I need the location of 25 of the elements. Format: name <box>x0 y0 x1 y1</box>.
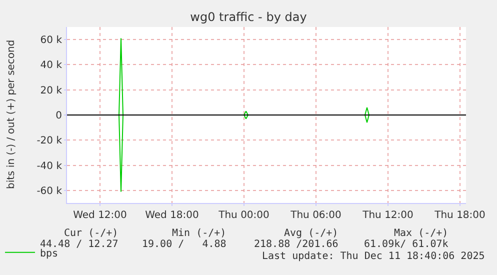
y-axis-title: bits in (-) / out (+) per second <box>6 40 17 189</box>
text: Max (-/+) <box>394 228 448 239</box>
text: Last update: Thu Dec 11 18:40:06 2025 <box>262 251 485 262</box>
text: Cur (-/+) <box>64 228 118 239</box>
y-tick-label: 60 k <box>40 35 62 46</box>
x-tick-label: Thu 00:00 <box>218 210 270 221</box>
text: Min (-/+) <box>172 228 226 239</box>
x-tick-label: Thu 18:00 <box>434 210 486 221</box>
x-tick-label: Thu 12:00 <box>362 210 414 221</box>
y-tick-label: 40 k <box>40 60 62 72</box>
legend-label: bps <box>40 248 58 260</box>
y-tick-label: 0 <box>56 110 62 122</box>
text: 44.48 / 12.27 <box>40 239 118 250</box>
text: Avg (-/+) <box>284 228 338 239</box>
y-tick-label: 20 k <box>40 85 62 96</box>
y-tick-label: -20 k <box>36 136 62 147</box>
chart-title: wg0 traffic - by day <box>190 10 307 24</box>
x-tick-label: Thu 06:00 <box>290 210 342 221</box>
y-tick-label: -40 k <box>36 160 62 172</box>
text: 218.88 /201.66 <box>254 239 338 250</box>
text: 19.00 / 4.88 <box>142 239 226 250</box>
x-tick-label: Wed 18:00 <box>145 210 199 221</box>
text: 61.09k/ 61.07k <box>364 239 448 250</box>
y-tick-label: -60 k <box>36 186 62 197</box>
x-tick-label: Wed 12:00 <box>73 210 127 221</box>
